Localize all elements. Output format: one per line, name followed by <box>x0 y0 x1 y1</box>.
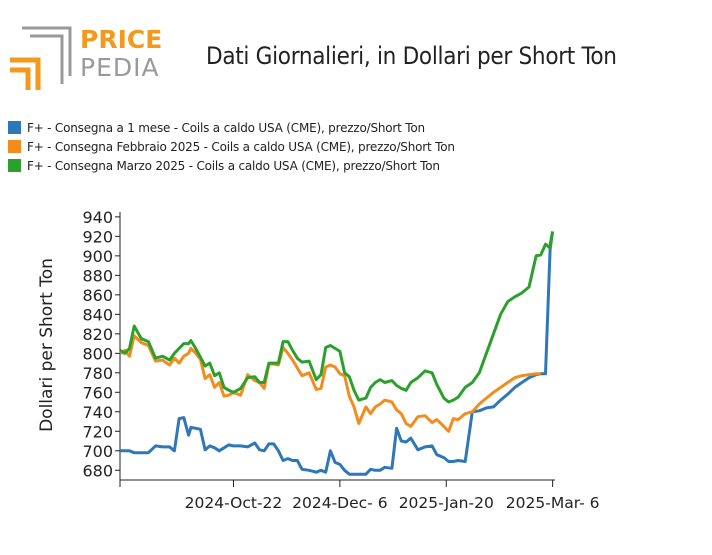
legend-swatch-1-month <box>8 121 21 134</box>
legend-label-feb-2025: F+ - Consegna Febbraio 2025 - Coils a ca… <box>27 139 455 154</box>
y-axis-label: Dollari per Short Ton <box>37 258 57 432</box>
legend-label-mar-2025: F+ - Consegna Marzo 2025 - Coils a caldo… <box>27 158 440 173</box>
legend-item-mar-2025: F+ - Consegna Marzo 2025 - Coils a caldo… <box>8 156 455 175</box>
y-tick-label: 840 <box>82 305 113 324</box>
y-tick-label: 780 <box>82 364 113 383</box>
y-tick-label: 860 <box>82 286 113 305</box>
logo-word-price: PRICE <box>80 25 162 54</box>
legend-swatch-feb-2025 <box>8 140 21 153</box>
logo-mark-icon <box>10 26 72 90</box>
x-tick-label: 2025-Jan-20 <box>399 494 494 512</box>
legend: F+ - Consegna a 1 mese - Coils a caldo U… <box>8 118 455 175</box>
y-tick-label: 940 <box>82 208 113 227</box>
series-line-1-month <box>120 231 555 476</box>
pricepedia-logo: PRICE PEDIA <box>10 25 162 90</box>
legend-item-feb-2025: F+ - Consegna Febbraio 2025 - Coils a ca… <box>8 137 455 156</box>
y-tick-label: 760 <box>82 383 113 402</box>
chart-axes: 6807007207407607808008208408608809009209… <box>82 208 599 512</box>
y-tick-label: 740 <box>82 403 113 422</box>
legend-swatch-mar-2025 <box>8 159 21 172</box>
y-tick-label: 680 <box>82 461 113 480</box>
chart-title: Dati Giornalieri, in Dollari per Short T… <box>206 42 617 70</box>
y-tick-label: 900 <box>82 247 113 266</box>
x-tick-label: 2024-Dec- 6 <box>292 494 387 512</box>
logo-word-pedia: PEDIA <box>80 53 160 82</box>
y-tick-label: 720 <box>82 422 113 441</box>
y-tick-label: 880 <box>82 266 113 285</box>
y-tick-label: 700 <box>82 442 113 461</box>
series-line-feb-2025 <box>119 334 541 433</box>
x-tick-label: 2024-Oct-22 <box>185 494 283 512</box>
y-tick-label: 820 <box>82 325 113 344</box>
legend-item-1-month: F+ - Consegna a 1 mese - Coils a caldo U… <box>8 118 455 137</box>
series-line-mar-2025 <box>119 231 555 404</box>
legend-label-1-month: F+ - Consegna a 1 mese - Coils a caldo U… <box>27 120 425 135</box>
chart-series <box>119 231 555 476</box>
y-tick-label: 800 <box>82 344 113 363</box>
y-tick-label: 920 <box>82 227 113 246</box>
x-tick-label: 2025-Mar- 6 <box>506 494 600 512</box>
